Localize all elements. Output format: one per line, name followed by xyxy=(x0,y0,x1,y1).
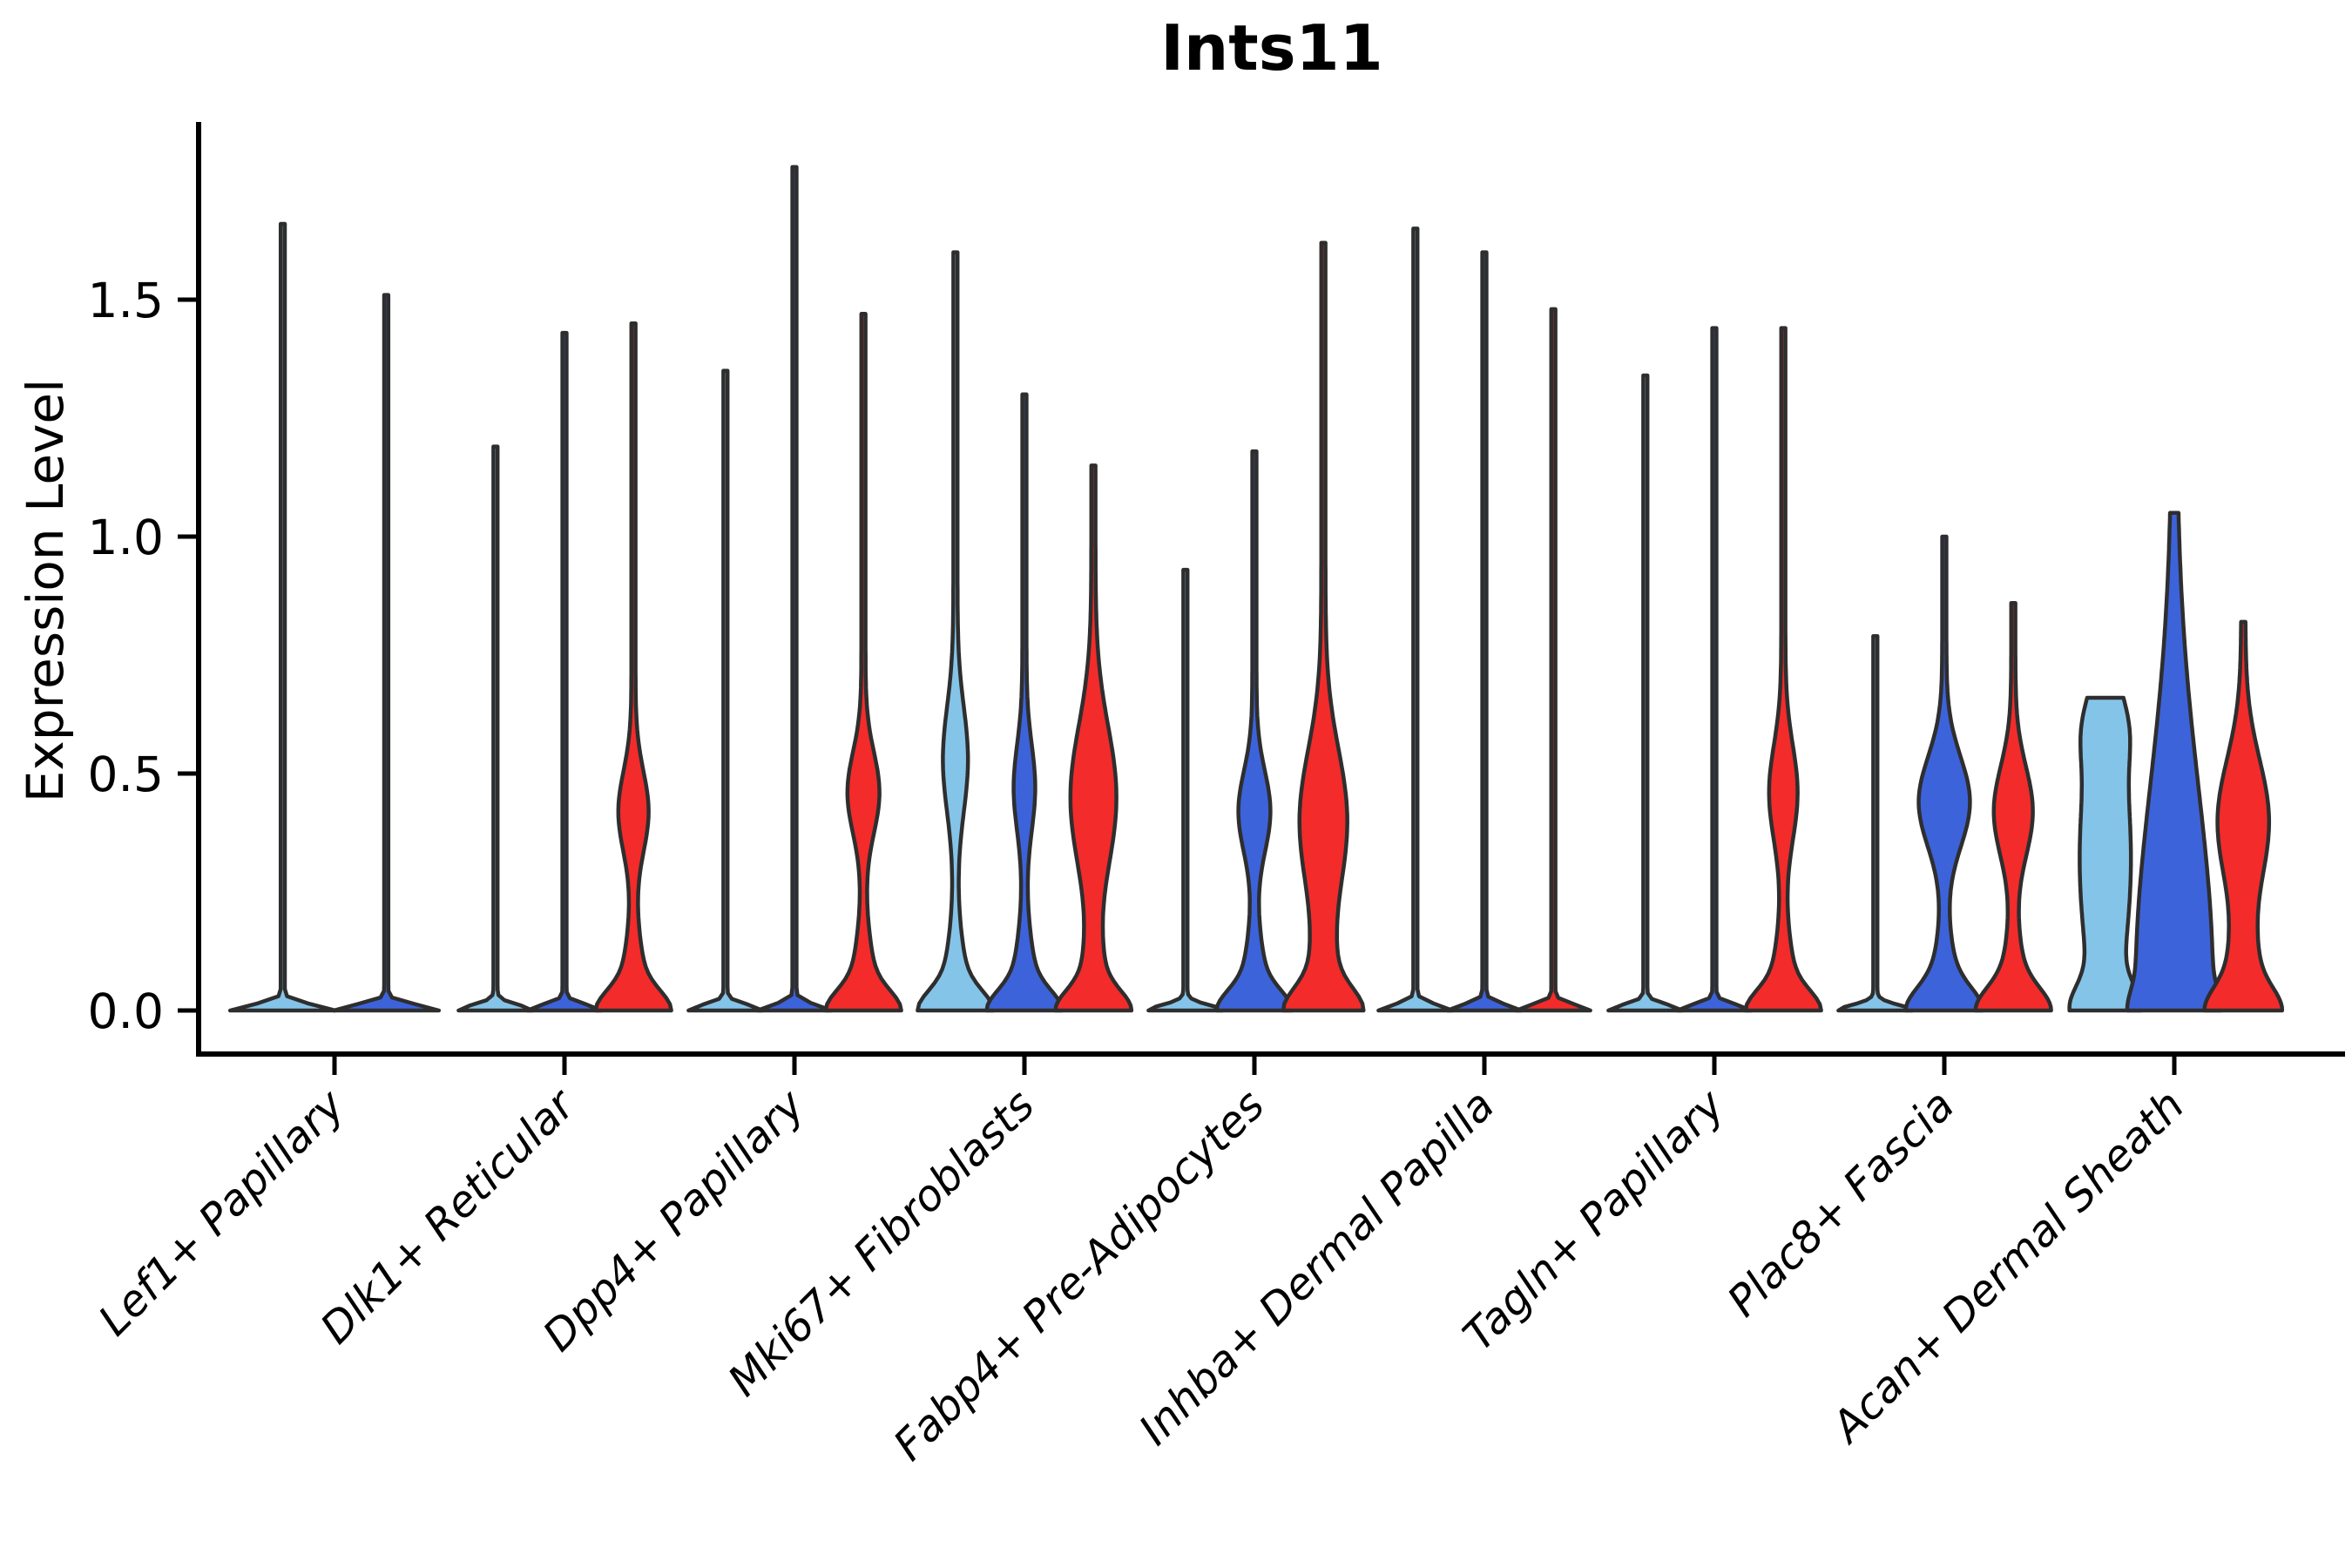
violin-series xyxy=(227,165,2285,1013)
violin-blue xyxy=(331,293,442,1013)
y-tick-label: 0.5 xyxy=(88,747,164,802)
y-tick-labels: 0.0 0.5 1.0 1.5 xyxy=(88,273,164,1039)
axes xyxy=(178,122,2345,1075)
y-tick-label: 1.0 xyxy=(88,510,164,565)
chart-title: Ints11 xyxy=(1160,11,1383,84)
violin-red xyxy=(1973,600,2053,1013)
violin-red xyxy=(1514,307,1592,1013)
y-axis-label: Expression Level xyxy=(16,379,75,802)
violin-red xyxy=(1743,326,1823,1013)
y-tick-label: 0.0 xyxy=(88,983,164,1039)
y-tick-label: 1.5 xyxy=(88,273,164,328)
violin-red xyxy=(823,312,903,1013)
violin-red xyxy=(593,321,673,1013)
violin-red xyxy=(2202,619,2285,1013)
violin-red xyxy=(1053,463,1134,1013)
violin-red xyxy=(1281,240,1366,1013)
